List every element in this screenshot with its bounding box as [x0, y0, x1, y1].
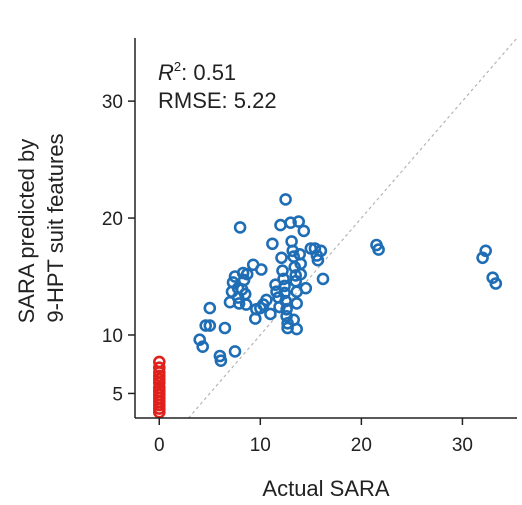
y-tick-label: 30: [102, 92, 123, 113]
data-point: [203, 319, 217, 332]
data-point: [308, 242, 322, 255]
data-point: [280, 302, 293, 316]
data-point: [266, 237, 279, 251]
data-point: [232, 297, 246, 310]
data-point: [311, 253, 325, 267]
r-squared-annotation: R2: 0.51: [158, 59, 236, 85]
x-axis-title: Actual SARA: [262, 476, 389, 501]
data-point: [275, 251, 288, 265]
data-point: [228, 345, 242, 358]
data-point: [278, 279, 291, 293]
data-point: [193, 333, 206, 347]
data-point: [254, 263, 268, 276]
y-axis-title-line-1: SARA predicted by: [14, 139, 39, 324]
data-point: [276, 264, 289, 278]
data-point: [199, 319, 212, 332]
data-point: [218, 321, 232, 335]
data-point: [476, 251, 489, 265]
data-point: [290, 297, 304, 310]
data-point: [279, 294, 292, 308]
data-point: [284, 216, 297, 229]
data-point: [278, 286, 291, 300]
y-tick-label: 5: [112, 384, 123, 405]
y-tick-label: 20: [102, 209, 123, 230]
y-ticks: 5 10 20 30: [102, 92, 135, 405]
data-point: [240, 267, 254, 281]
y-axis-title-line-2: 9-HPT suit features: [43, 133, 68, 322]
data-point: [290, 322, 304, 336]
x-ticks: 0 10 20 30: [154, 418, 473, 456]
x-tick-label: 10: [250, 435, 271, 456]
x-tick-label: 30: [452, 435, 473, 456]
data-point: [196, 340, 209, 354]
r-squared-superscript: 2: [174, 59, 181, 74]
data-point: [214, 354, 228, 368]
data-points: [153, 193, 503, 419]
x-tick-label: 0: [154, 435, 165, 456]
data-point: [274, 218, 287, 232]
y-tick-label: 10: [102, 326, 123, 347]
data-point: [299, 281, 313, 295]
data-point: [270, 285, 283, 299]
data-point: [479, 244, 493, 258]
data-point: [316, 272, 330, 286]
data-point: [277, 272, 290, 286]
data-point: [264, 307, 277, 321]
data-point: [153, 405, 166, 419]
data-point: [279, 193, 292, 206]
data-point: [292, 215, 306, 228]
rmse-annotation: RMSE: 5.22: [158, 88, 277, 113]
data-point: [489, 277, 503, 290]
r-squared-value: : 0.51: [181, 60, 236, 85]
data-point: [294, 267, 308, 281]
r-squared-symbol: R: [158, 60, 174, 85]
data-point: [153, 376, 166, 390]
data-point: [153, 361, 166, 375]
y-axis-title: SARA predicted by 9-HPT suit features: [14, 133, 68, 324]
x-tick-label: 20: [351, 435, 372, 456]
data-point: [260, 293, 273, 307]
data-point: [372, 243, 385, 256]
data-point: [203, 301, 217, 315]
data-point: [233, 221, 247, 234]
data-point: [239, 298, 253, 311]
data-point: [297, 224, 311, 238]
